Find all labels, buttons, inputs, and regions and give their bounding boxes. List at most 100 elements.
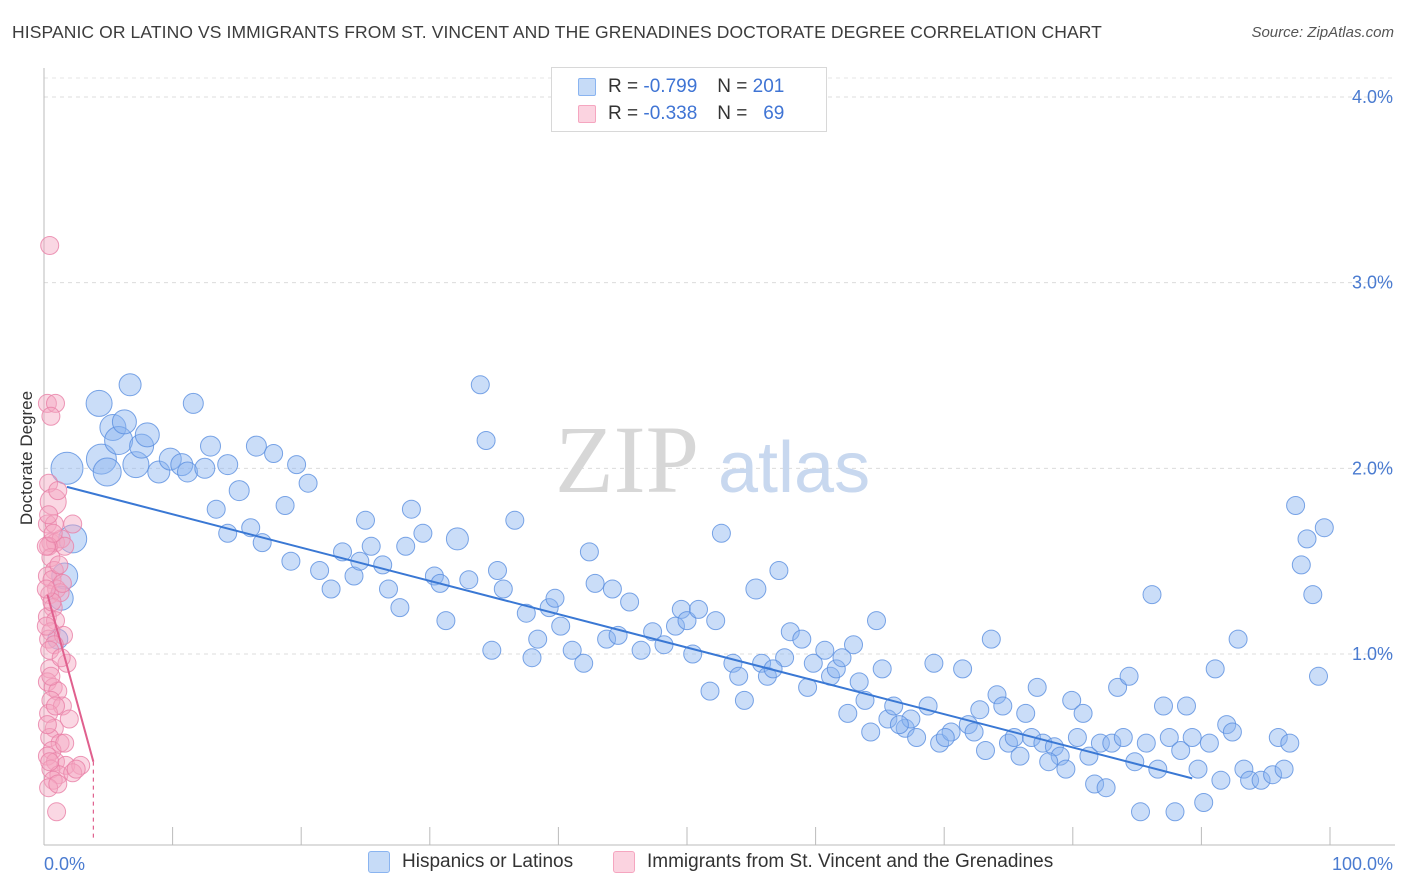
point-hispanic (597, 629, 617, 649)
point-hispanic (964, 722, 984, 742)
point-hispanic (734, 690, 754, 710)
point-hispanic (1297, 529, 1317, 549)
point-hispanic (1228, 629, 1248, 649)
point-hispanic (907, 728, 927, 747)
point-stvincent (41, 666, 61, 686)
tick-labels: 1.0% 2.0% 3.0% 4.0% 0.0% 100.0% (44, 87, 1393, 874)
point-hispanic (889, 715, 909, 735)
point-hispanic (585, 573, 605, 593)
point-hispanic (476, 431, 496, 450)
point-hispanic (981, 629, 1001, 649)
point-hispanic (488, 561, 507, 580)
point-hispanic (182, 392, 204, 414)
point-hispanic (1222, 722, 1242, 742)
point-hispanic (298, 473, 318, 493)
point-hispanic (413, 523, 433, 543)
legend-row-stvincent: R = -0.338 N = 69 (578, 101, 784, 127)
point-stvincent (63, 763, 83, 783)
point-hispanic (379, 579, 398, 599)
point-stvincent (41, 406, 61, 426)
point-hispanic (803, 653, 823, 673)
point-stvincent (66, 759, 86, 779)
trend-line-stvincent (46, 594, 95, 762)
point-stvincent (40, 236, 60, 255)
point-hispanic (1096, 778, 1116, 798)
point-hispanic (1027, 677, 1047, 697)
series-label: Immigrants from St. Vincent and the Gren… (647, 851, 1054, 872)
point-hispanic (545, 588, 565, 608)
point-hispanic (832, 648, 852, 668)
point-stvincent (36, 579, 56, 599)
point-hispanic (493, 579, 513, 599)
point-hispanic (1205, 659, 1225, 679)
point-hispanic (1016, 703, 1036, 723)
point-stvincent (52, 573, 72, 593)
legend-n-value: 201 (752, 76, 785, 97)
point-hispanic (287, 455, 307, 475)
point-hispanic (522, 648, 542, 668)
point-hispanic (1280, 733, 1300, 753)
point-hispanic (602, 579, 622, 599)
point-hispanic (849, 672, 869, 692)
point-hispanic (953, 659, 973, 679)
legend-r-label: R = (608, 76, 639, 97)
point-stvincent (48, 481, 68, 501)
point-hispanic (118, 373, 142, 397)
point-hispanic (666, 616, 685, 636)
point-hispanic (1119, 666, 1139, 686)
point-hispanic (245, 435, 267, 457)
point-hispanic (579, 542, 599, 562)
data-points (36, 236, 1334, 822)
point-hispanic (631, 640, 651, 660)
point-hispanic (838, 703, 858, 723)
legend-row-hispanic: R = -0.799 N = 201 (578, 74, 784, 100)
point-hispanic (1154, 696, 1173, 716)
point-hispanic (711, 523, 731, 543)
point-hispanic (1010, 746, 1030, 766)
series-legend-stvincent[interactable]: Immigrants from St. Vincent and the Gren… (613, 851, 1053, 873)
series-legend: Hispanics or Latinos Immigrants from St.… (0, 851, 1406, 877)
point-hispanic (111, 409, 137, 435)
point-hispanic (620, 592, 640, 612)
series-legend-hispanic[interactable]: Hispanics or Latinos (368, 851, 573, 873)
point-stvincent (46, 696, 65, 716)
point-hispanic (516, 603, 536, 623)
point-hispanic (1194, 793, 1214, 812)
point-hispanic (158, 447, 182, 471)
point-hispanic (217, 454, 239, 476)
point-hispanic (706, 611, 726, 631)
point-hispanic (281, 551, 301, 571)
point-hispanic (643, 622, 663, 642)
legend-r-label: R = (608, 103, 639, 124)
point-hispanic (993, 696, 1013, 716)
point-hispanic (1314, 518, 1334, 538)
point-hispanic (1165, 802, 1185, 822)
point-hispanic (700, 681, 720, 701)
point-hispanic (50, 451, 84, 485)
point-hispanic (200, 435, 221, 457)
point-hispanic (177, 461, 198, 483)
point-hispanic (1113, 728, 1133, 747)
point-hispanic (241, 518, 261, 538)
legend-swatch-blue (578, 78, 596, 96)
point-hispanic (1079, 746, 1099, 766)
trend-lines (46, 485, 1193, 840)
point-hispanic (396, 536, 416, 556)
point-hispanic (867, 611, 886, 631)
point-hispanic (1291, 555, 1311, 575)
watermark: ZIP atlas (555, 406, 870, 513)
point-hispanic (1159, 728, 1179, 747)
point-hispanic (470, 375, 490, 395)
point-stvincent (46, 393, 65, 413)
legend-n-label: N = (717, 76, 748, 97)
point-hispanic (445, 527, 469, 551)
point-stvincent (55, 733, 75, 753)
point-hispanic (85, 389, 113, 417)
point-stvincent (36, 616, 56, 636)
point-hispanic (1090, 733, 1110, 753)
point-hispanic (1211, 770, 1231, 790)
point-hispanic (1188, 759, 1208, 779)
point-hispanic (1182, 728, 1202, 747)
point-hispanic (1234, 759, 1254, 779)
